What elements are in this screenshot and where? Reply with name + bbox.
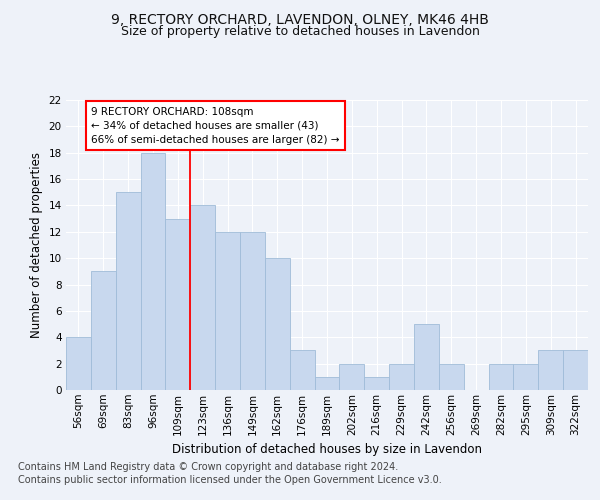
Text: Contains HM Land Registry data © Crown copyright and database right 2024.: Contains HM Land Registry data © Crown c… (18, 462, 398, 472)
Bar (265, 258, 290, 390)
Bar (563, 350, 588, 390)
Bar (116, 192, 140, 390)
Bar (488, 364, 514, 390)
Y-axis label: Number of detached properties: Number of detached properties (30, 152, 43, 338)
Text: 9 RECTORY ORCHARD: 108sqm
← 34% of detached houses are smaller (43)
66% of semi-: 9 RECTORY ORCHARD: 108sqm ← 34% of detac… (91, 106, 340, 144)
Bar (91, 272, 116, 390)
Bar (140, 152, 166, 390)
Bar (439, 364, 464, 390)
Bar (240, 232, 265, 390)
Bar (514, 364, 538, 390)
Text: Contains public sector information licensed under the Open Government Licence v3: Contains public sector information licen… (18, 475, 442, 485)
Text: Size of property relative to detached houses in Lavendon: Size of property relative to detached ho… (121, 25, 479, 38)
Bar (389, 364, 414, 390)
Bar (414, 324, 439, 390)
Bar (66, 338, 91, 390)
X-axis label: Distribution of detached houses by size in Lavendon: Distribution of detached houses by size … (172, 443, 482, 456)
Bar (215, 232, 240, 390)
Bar (340, 364, 364, 390)
Bar (166, 218, 190, 390)
Bar (364, 377, 389, 390)
Bar (290, 350, 314, 390)
Bar (190, 206, 215, 390)
Text: 9, RECTORY ORCHARD, LAVENDON, OLNEY, MK46 4HB: 9, RECTORY ORCHARD, LAVENDON, OLNEY, MK4… (111, 12, 489, 26)
Bar (538, 350, 563, 390)
Bar (314, 377, 340, 390)
